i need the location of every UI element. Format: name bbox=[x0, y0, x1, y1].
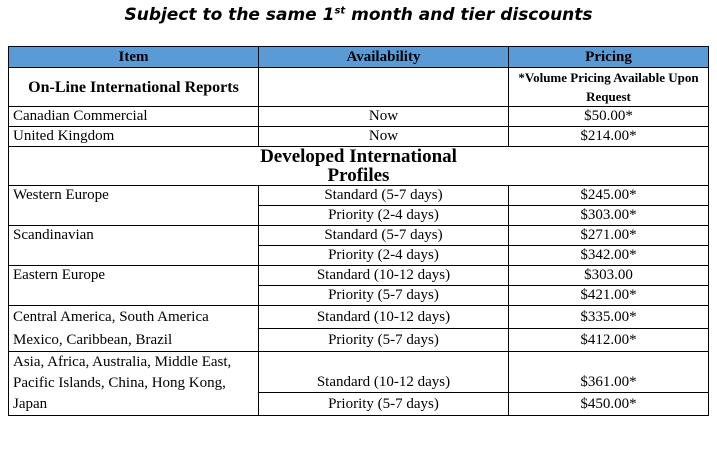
header-pricing: Pricing bbox=[508, 46, 709, 68]
price-cell: $335.00* bbox=[508, 305, 709, 329]
availability-cell: Priority (5-7 days) bbox=[258, 392, 509, 416]
availability-cell: Standard (5-7 days) bbox=[258, 185, 509, 206]
section-title-online: On-Line International Reports bbox=[8, 67, 259, 107]
availability-cell: Priority (5-7 days) bbox=[258, 328, 509, 352]
price-cell: $342.00* bbox=[508, 245, 709, 266]
title-text: Subject to the same 1 bbox=[124, 5, 335, 25]
availability-cell: Priority (2-4 days) bbox=[258, 205, 509, 226]
availability-cell: Now bbox=[258, 106, 509, 127]
item-cell: Central America, South America Mexico, C… bbox=[8, 305, 259, 352]
item-cell: Scandinavian bbox=[8, 225, 259, 266]
table-row: Asia, Africa, Australia, Middle East, Pa… bbox=[8, 351, 709, 416]
table-row: Scandinavian Standard (5-7 days) $271.00… bbox=[8, 225, 709, 266]
availability-cell: Standard (10-12 days) bbox=[258, 305, 509, 329]
empty-cell bbox=[258, 67, 509, 107]
table-row: Western Europe Standard (5-7 days) $245.… bbox=[8, 185, 709, 226]
item-cell: Western Europe bbox=[8, 185, 259, 226]
price-cell: $421.00* bbox=[508, 285, 709, 306]
title-rest: month and tier discounts bbox=[345, 5, 593, 25]
table-row: Priority (5-7 days) $450.00* bbox=[9, 392, 709, 416]
section-title-developed-text: Developed International Profiles bbox=[260, 146, 457, 186]
price-cell: $245.00* bbox=[508, 185, 709, 206]
price-cell: $303.00* bbox=[508, 205, 709, 226]
availability-cell: Standard (5-7 days) bbox=[258, 225, 509, 246]
availability-cell: Priority (2-4 days) bbox=[258, 245, 509, 266]
price-cell: $303.00 bbox=[508, 265, 709, 286]
title-superscript: st bbox=[334, 5, 346, 17]
table-row: Priority (5-7 days) $421.00* bbox=[9, 285, 709, 306]
item-cell: United Kingdom bbox=[8, 126, 259, 147]
availability-cell: Priority (5-7 days) bbox=[258, 285, 509, 306]
item-cell: Canadian Commercial bbox=[8, 106, 259, 127]
table-row: Eastern Europe Standard (10-12 days) $30… bbox=[8, 265, 709, 306]
price-cell: $271.00* bbox=[508, 225, 709, 246]
table-row: Central America, South America Mexico, C… bbox=[8, 305, 709, 352]
availability-cell: Now bbox=[258, 126, 509, 147]
section-title-developed: Developed International Profiles bbox=[8, 146, 709, 186]
page-title: Subject to the same 1st month and tier d… bbox=[0, 4, 717, 26]
item-cell: Eastern Europe bbox=[8, 265, 259, 306]
price-cell: $412.00* bbox=[508, 328, 709, 352]
pricing-table: Item Availability Pricing On-Line Intern… bbox=[8, 46, 709, 416]
availability-cell: Standard (10-12 days) bbox=[258, 351, 509, 393]
price-cell: $361.00* bbox=[508, 351, 709, 393]
section-row: On-Line International Reports *Volume Pr… bbox=[8, 67, 709, 107]
header-availability: Availability bbox=[258, 46, 509, 68]
volume-pricing-note: *Volume Pricing Available Upon Request bbox=[508, 67, 709, 107]
header-row: Item Availability Pricing bbox=[8, 46, 709, 68]
header-item: Item bbox=[8, 46, 259, 68]
price-cell: $50.00* bbox=[508, 106, 709, 127]
price-cell: $214.00* bbox=[508, 126, 709, 147]
section-row: Developed International Profiles bbox=[8, 146, 709, 186]
availability-cell: Standard (10-12 days) bbox=[258, 265, 509, 286]
table-row: Canadian Commercial Now $50.00* bbox=[8, 106, 709, 127]
table-row: United Kingdom Now $214.00* bbox=[8, 126, 709, 147]
price-cell: $450.00* bbox=[508, 392, 709, 416]
item-cell: Asia, Africa, Australia, Middle East, Pa… bbox=[8, 351, 259, 416]
